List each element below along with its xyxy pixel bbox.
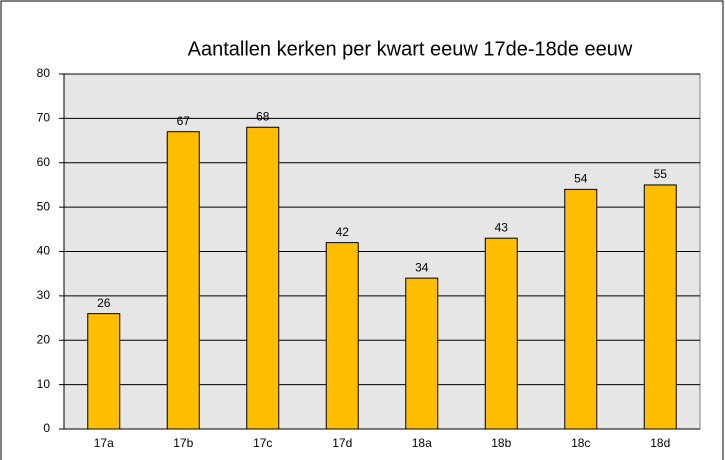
x-tick-label: 17b — [173, 436, 193, 450]
data-label: 55 — [654, 167, 668, 181]
x-tick-label: 18c — [571, 436, 590, 450]
y-tick-label: 30 — [37, 288, 51, 302]
y-tick-label: 70 — [37, 111, 51, 125]
data-label: 42 — [336, 225, 350, 239]
bar — [484, 237, 518, 430]
data-label: 67 — [177, 114, 191, 128]
bar — [87, 313, 121, 430]
data-label: 43 — [495, 220, 509, 234]
bar — [325, 242, 359, 430]
data-label: 26 — [97, 296, 111, 310]
y-tick-label: 60 — [37, 155, 51, 169]
x-tick-label: 18d — [650, 436, 670, 450]
data-label: 54 — [574, 172, 588, 186]
y-tick-label: 10 — [37, 377, 51, 391]
x-tick-label: 17d — [332, 436, 352, 450]
y-tick-label: 0 — [43, 421, 50, 435]
data-label: 34 — [415, 260, 429, 274]
bar — [246, 126, 280, 430]
y-tick-label: 40 — [37, 244, 51, 258]
x-tick-label: 17c — [253, 436, 272, 450]
y-tick-label: 80 — [37, 66, 51, 80]
bar — [166, 131, 200, 430]
data-label: 68 — [256, 109, 270, 123]
bar — [643, 184, 677, 430]
bar — [405, 277, 439, 430]
x-tick-label: 18b — [491, 436, 511, 450]
chart-title: Aantallen kerken per kwart eeuw 17de-18d… — [188, 38, 633, 60]
y-tick-label: 20 — [37, 332, 51, 346]
y-tick-label: 50 — [37, 199, 51, 213]
bar — [564, 188, 598, 430]
x-tick-label: 17a — [94, 436, 114, 450]
x-tick-label: 18a — [412, 436, 432, 450]
